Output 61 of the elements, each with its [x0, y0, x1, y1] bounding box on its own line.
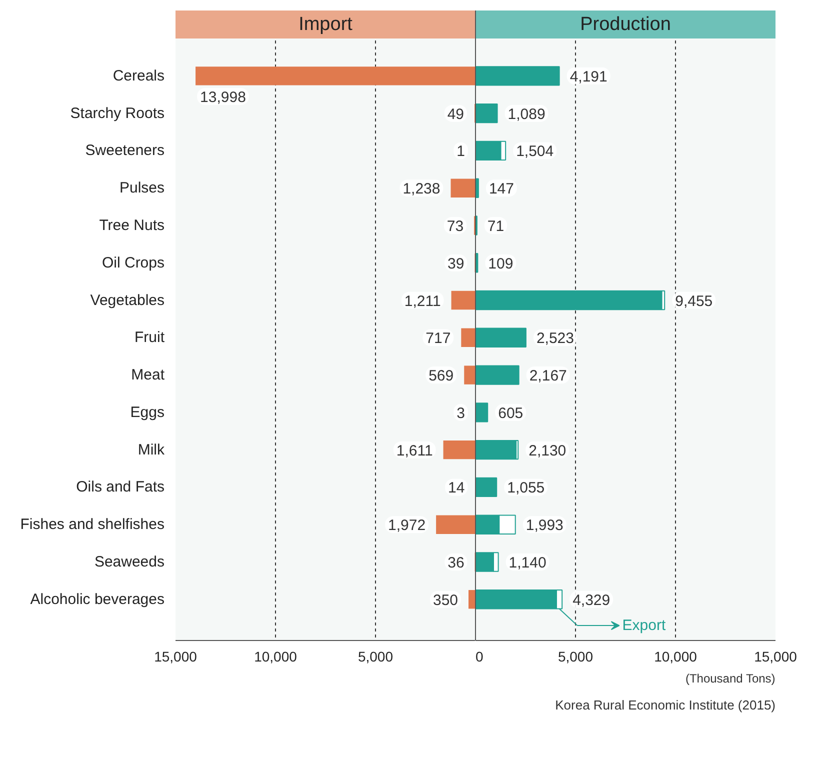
y-tick-label: Milk: [138, 441, 165, 458]
data-label: 1: [456, 143, 465, 160]
total-label: 1,504: [516, 143, 554, 160]
total-label: 4,191: [570, 68, 608, 86]
total-label: 4,329: [572, 592, 610, 609]
bar: [468, 590, 475, 609]
data-label: 350: [432, 592, 458, 609]
y-tick-label: Cereals: [112, 67, 164, 84]
total-label: 2,523: [536, 330, 574, 348]
data-label: 1,611: [396, 442, 433, 460]
data-label: 1,211: [404, 292, 441, 310]
y-tick-label: Meat: [131, 366, 166, 384]
y-tick-label: Sweeteners: [85, 142, 165, 160]
total-label: 109: [488, 255, 514, 272]
x-tick-label: 15,000: [154, 648, 198, 664]
y-tick-label: Eggs: [130, 404, 165, 421]
total-label: 2,167: [529, 368, 567, 385]
data-label: 1,972: [388, 517, 426, 534]
data-label: 569: [428, 368, 454, 385]
bar: [461, 328, 475, 347]
y-tick-label: Oil Crops: [102, 254, 165, 272]
data-label: 36: [448, 554, 464, 572]
x-tick-label: 15,000: [754, 648, 798, 664]
y-tick-label: Fruit: [134, 329, 166, 346]
total-label: 1,993: [526, 517, 564, 534]
data-label: 14: [448, 480, 465, 497]
data-label: 13,998: [200, 88, 246, 106]
total-label: 1,140: [508, 554, 546, 572]
text: Korea Rural Economic Institute (2015): [555, 698, 776, 712]
y-tick-label: Oils and Fats: [76, 478, 165, 496]
y-tick-label: Fishes and shelfishes: [20, 516, 165, 534]
y-tick-label: Pulses: [119, 180, 165, 197]
x-tick-label: 10,000: [254, 648, 298, 664]
x-tick-label: 5,000: [358, 648, 394, 664]
total-label: 1,089: [508, 106, 546, 123]
y-tick-label: Alcoholic beverages: [30, 590, 165, 608]
total-label: 71: [487, 218, 504, 235]
data-label: 3: [456, 404, 465, 422]
total-label: 605: [498, 404, 524, 422]
bar: [464, 366, 475, 384]
y-tick-label: Tree Nuts: [99, 216, 164, 234]
total-label: 9,455: [675, 292, 713, 310]
chart-title: Import: [298, 14, 354, 36]
y-tick-label: Vegetables: [90, 292, 165, 309]
total-label: 2,130: [528, 442, 566, 460]
y-tick-label: Starchy Roots: [70, 104, 165, 122]
data-label: 717: [426, 330, 451, 348]
y-tick-label: Seaweeds: [94, 553, 165, 570]
x-tick-label: 10,000: [654, 648, 698, 664]
bar: [451, 290, 475, 310]
total-label: 147: [488, 180, 514, 198]
data-label: 73: [446, 218, 464, 235]
total-label: 1,055: [507, 480, 545, 497]
data-label: 39: [448, 255, 464, 272]
data-label: 1,238: [402, 180, 440, 198]
chart-title: Production: [580, 14, 671, 36]
x-tick-label: 5,000: [558, 648, 594, 664]
x-axis-title: (Thousand Tons): [685, 672, 776, 686]
x-tick-label: 0: [476, 648, 484, 664]
data-label: 49: [447, 106, 464, 123]
legend-label: Export: [622, 617, 666, 634]
